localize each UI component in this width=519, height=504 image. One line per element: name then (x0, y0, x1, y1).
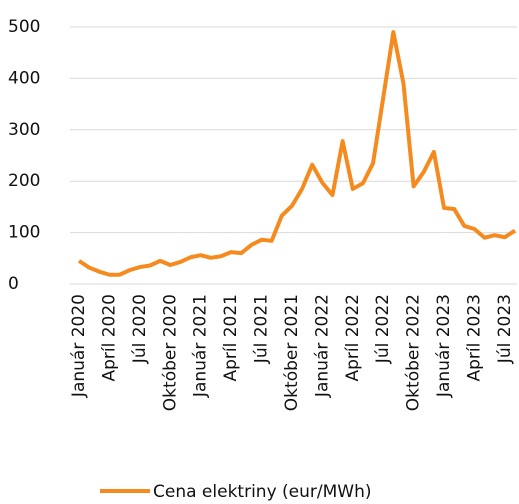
x-tick-label: Júl 2022 (373, 294, 393, 364)
y-tick-label: 500 (8, 17, 40, 37)
y-tick-label: 100 (8, 223, 40, 243)
y-tick-label: 200 (8, 171, 40, 191)
x-tick-label: Júl 2020 (130, 294, 150, 364)
x-tick-label: Júl 2023 (495, 294, 515, 364)
x-tick-label: Október 2020 (160, 294, 180, 411)
x-tick-label: Január 2023 (434, 294, 454, 398)
legend-label: Cena elektriny (eur/MWh) (153, 482, 372, 502)
x-tick-label: Apríl 2020 (99, 294, 119, 382)
line (77, 30, 517, 277)
x-tick-label: Október 2022 (404, 294, 424, 411)
x-tick-label: Október 2021 (282, 294, 302, 411)
x-tick-label: Apríl 2022 (343, 294, 363, 382)
x-tick-label: Január 2022 (312, 294, 332, 398)
x-tick-label: Júl 2021 (252, 294, 272, 364)
y-tick-label: 300 (8, 120, 40, 140)
y-tick-label: 400 (8, 68, 40, 88)
x-tick-label: Január 2020 (69, 294, 89, 398)
x-tick-label: Január 2021 (191, 294, 211, 398)
x-tick-label: Apríl 2021 (221, 294, 241, 382)
x-tick-label: Apríl 2023 (464, 294, 484, 382)
y-tick-label: 0 (8, 274, 19, 294)
